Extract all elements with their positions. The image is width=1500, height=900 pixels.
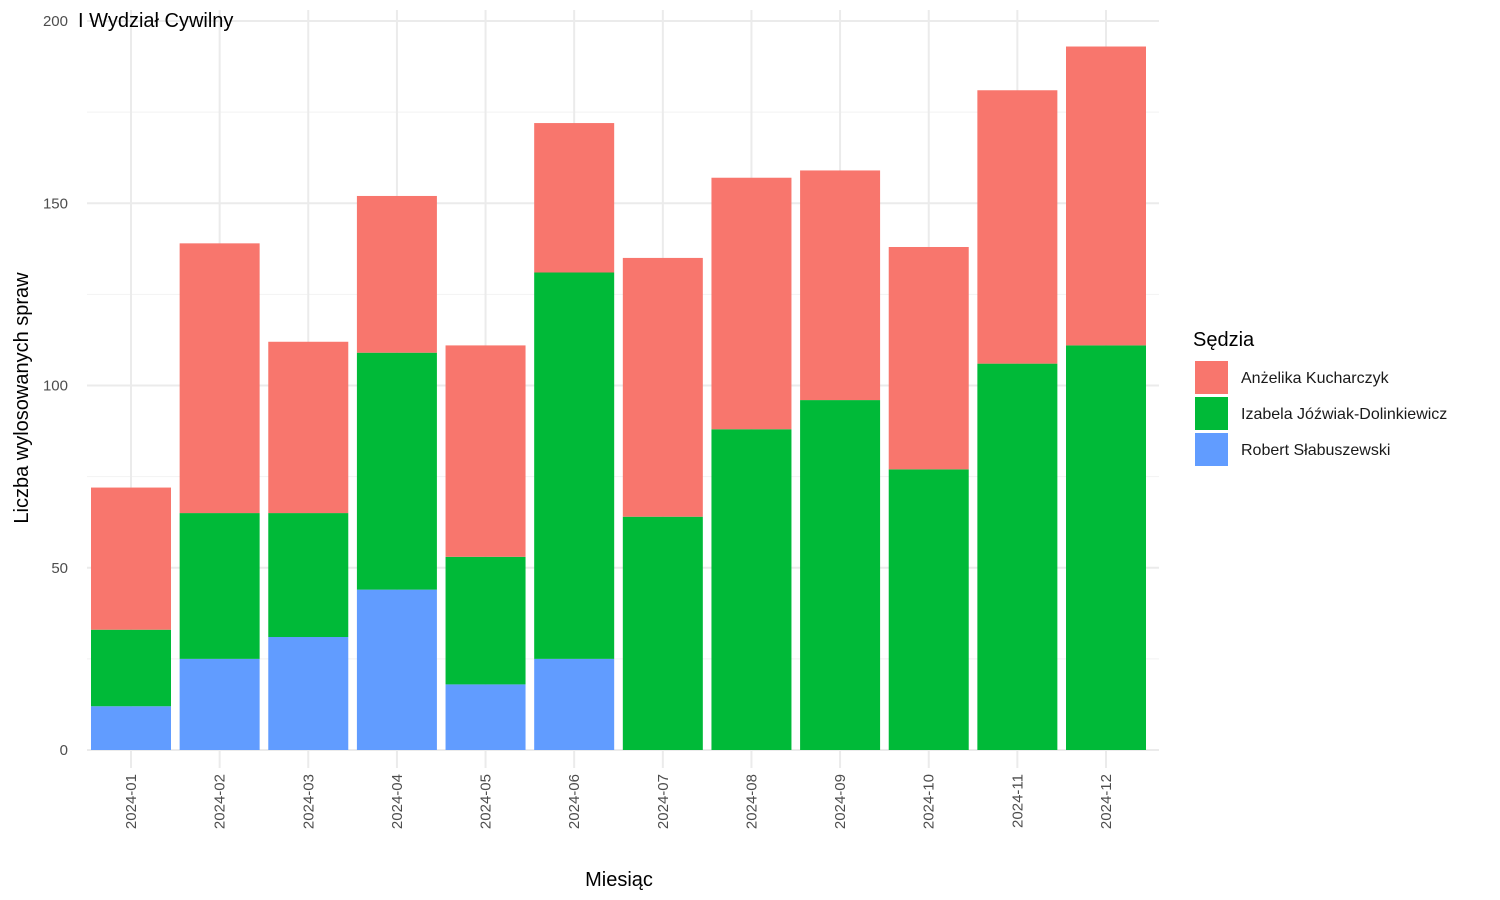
x-tick-label: 2024-12 [1098, 774, 1115, 829]
bar-segment [268, 637, 349, 750]
x-tick-label: 2024-11 [1009, 774, 1026, 828]
bar-segment [356, 352, 437, 590]
bar-segment [268, 341, 349, 514]
bar-segment [711, 429, 792, 750]
bar-segment [1066, 46, 1146, 346]
x-tick-label: 2024-06 [566, 774, 583, 829]
x-tick-labels: 2024-01 2024-02 2024-03 2024-04 2024-05 2024-… [123, 774, 1115, 829]
x-tick-label: 2024-01 [123, 774, 140, 829]
legend-title: Sędzia [1193, 329, 1255, 351]
bar-segment [179, 658, 260, 750]
legend-label: Anżelika Kucharczyk [1241, 370, 1390, 387]
bar-segment [356, 195, 437, 353]
bar-segment [622, 257, 703, 517]
bar-segment [445, 684, 526, 750]
x-axis-title: Miesiąc [585, 869, 653, 891]
bar-segment [888, 469, 969, 750]
legend: Sędzia Anżelika Kucharczyk Izabela Jóźwia… [1193, 329, 1447, 466]
legend-label: Izabela Jóźwiak-Dolinkiewicz [1241, 406, 1447, 423]
y-tick-label: 100 [43, 378, 68, 395]
legend-swatch [1195, 361, 1228, 394]
bar-segment [91, 629, 171, 707]
bar-segment [977, 363, 1058, 750]
x-tick-label: 2024-04 [389, 774, 406, 829]
y-tick-label: 200 [43, 13, 68, 30]
bar-segment [91, 487, 171, 630]
y-axis-title: Liczba wylosowanych spraw [11, 272, 33, 524]
y-tick-label: 150 [43, 195, 68, 212]
bar-segment [534, 123, 615, 273]
bar-segment [800, 170, 881, 401]
x-tick-label: 2024-03 [300, 774, 317, 829]
bar-segment [91, 706, 171, 750]
bar-segment [445, 556, 526, 685]
bar-segment [711, 177, 792, 430]
x-tick-label: 2024-08 [743, 774, 760, 829]
bar-segment [534, 272, 615, 659]
bar-segment [534, 658, 615, 750]
y-tick-label: 0 [60, 742, 68, 759]
legend-swatch [1195, 433, 1228, 466]
x-tick-label: 2024-02 [212, 774, 229, 829]
bar-segment [445, 345, 526, 557]
x-tick-label: 2024-10 [921, 774, 938, 829]
bar-segment [888, 246, 969, 470]
bar-segment [179, 243, 260, 514]
bar-segment [977, 90, 1058, 364]
bar-segment [622, 516, 703, 750]
y-tick-label: 50 [51, 560, 68, 577]
x-tick-label: 2024-05 [478, 774, 495, 829]
bar-segment [800, 400, 881, 750]
chart-title: I Wydział Cywilny [78, 10, 233, 32]
legend-label: Robert Słabuszewski [1241, 442, 1390, 459]
bar-segment [1066, 345, 1146, 750]
bar-segment [268, 513, 349, 638]
bar-segment [356, 589, 437, 750]
x-tick-label: 2024-07 [655, 774, 672, 829]
bar-segment [179, 513, 260, 659]
legend-swatch [1195, 397, 1228, 430]
bars [91, 46, 1146, 750]
y-tick-labels: 0 50 100 150 200 [43, 13, 68, 759]
x-tick-label: 2024-09 [832, 774, 849, 829]
